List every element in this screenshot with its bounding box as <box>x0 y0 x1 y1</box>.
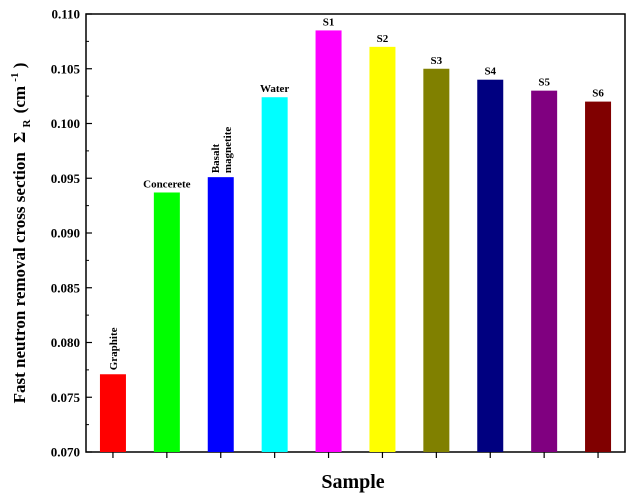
y-tick-label: 0.095 <box>51 171 81 186</box>
y-tick-label: 0.070 <box>51 445 80 460</box>
bar-label: magnetite <box>222 127 234 174</box>
bar-label: Concerete <box>143 178 191 190</box>
y-tick-label: 0.075 <box>51 390 81 405</box>
y-axis-title-unit: (cm <box>10 86 29 113</box>
bar-label: S2 <box>377 33 389 45</box>
bar <box>585 101 612 452</box>
y-axis-title-subscript: R <box>21 119 33 128</box>
y-axis-title: Fast neutron removal cross section Σ R (… <box>3 63 34 404</box>
bar <box>477 79 504 452</box>
bar-label: S6 <box>592 88 604 100</box>
bar <box>423 68 450 452</box>
bar-label: S4 <box>484 66 496 78</box>
x-axis <box>112 452 599 458</box>
bar-label: Basalt <box>210 143 222 173</box>
bar-label: S5 <box>538 77 550 89</box>
y-axis: 0.070 0.075 0.080 0.085 0.090 0.095 0.100 0.105… <box>51 7 92 460</box>
y-axis-title-text: Fast neutron removal cross section <box>10 152 29 404</box>
bar-labels: Graphite Concerete Basalt magnetite Water S1 S… <box>108 16 604 370</box>
y-axis-title-unit-sup: -1 <box>9 73 21 82</box>
bar-label: S3 <box>431 55 443 67</box>
y-tick-label: 0.085 <box>51 280 81 295</box>
bar-label: Water <box>260 83 289 95</box>
bar <box>261 97 288 452</box>
bars <box>99 30 612 453</box>
bar <box>153 192 180 453</box>
bar <box>207 177 234 452</box>
y-tick-label: 0.105 <box>51 61 81 76</box>
bar-label: S1 <box>323 16 335 28</box>
sigma-symbol: Σ <box>10 132 29 143</box>
y-tick-label: 0.110 <box>51 7 80 22</box>
y-tick-label: 0.090 <box>51 226 80 241</box>
bar <box>315 30 342 453</box>
bar <box>99 374 126 452</box>
x-axis-title: Sample <box>321 471 384 493</box>
bar <box>531 90 558 453</box>
bar-label: Graphite <box>108 327 120 370</box>
y-tick-label: 0.100 <box>51 116 80 131</box>
y-tick-label: 0.080 <box>51 335 80 350</box>
bar <box>369 46 396 452</box>
y-axis-title-unit-close: ) <box>10 63 29 69</box>
